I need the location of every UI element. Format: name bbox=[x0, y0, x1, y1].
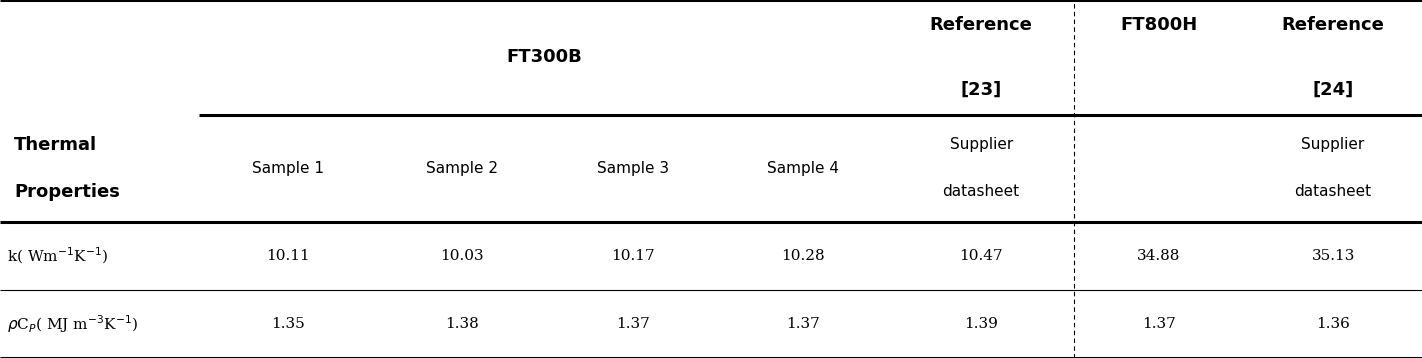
Text: [23]: [23] bbox=[960, 81, 1003, 98]
Text: 10.03: 10.03 bbox=[441, 249, 483, 263]
Text: 10.11: 10.11 bbox=[266, 249, 310, 263]
Text: Supplier: Supplier bbox=[950, 137, 1012, 153]
Text: 10.47: 10.47 bbox=[960, 249, 1003, 263]
Text: 1.37: 1.37 bbox=[1142, 317, 1176, 331]
Text: 10.28: 10.28 bbox=[782, 249, 825, 263]
Text: 1.35: 1.35 bbox=[272, 317, 304, 331]
Text: Sample 3: Sample 3 bbox=[597, 161, 668, 176]
Text: 35.13: 35.13 bbox=[1311, 249, 1355, 263]
Text: 1.37: 1.37 bbox=[616, 317, 650, 331]
Text: datasheet: datasheet bbox=[1294, 184, 1372, 199]
Text: 10.17: 10.17 bbox=[611, 249, 654, 263]
Text: k( Wm$^{-1}$K$^{-1}$): k( Wm$^{-1}$K$^{-1}$) bbox=[7, 246, 108, 266]
Text: Thermal: Thermal bbox=[14, 136, 97, 154]
Text: datasheet: datasheet bbox=[943, 184, 1020, 199]
Text: Supplier: Supplier bbox=[1301, 137, 1365, 153]
Text: Properties: Properties bbox=[14, 183, 119, 200]
Text: Sample 4: Sample 4 bbox=[768, 161, 839, 176]
Text: Reference: Reference bbox=[930, 16, 1032, 34]
Text: FT300B: FT300B bbox=[506, 48, 582, 66]
Text: 1.38: 1.38 bbox=[445, 317, 479, 331]
Text: 1.37: 1.37 bbox=[786, 317, 820, 331]
Text: FT800H: FT800H bbox=[1121, 16, 1197, 34]
Text: Reference: Reference bbox=[1281, 16, 1385, 34]
Text: 1.36: 1.36 bbox=[1317, 317, 1349, 331]
Text: Sample 1: Sample 1 bbox=[252, 161, 324, 176]
Text: Sample 2: Sample 2 bbox=[427, 161, 498, 176]
Text: [24]: [24] bbox=[1313, 81, 1354, 98]
Text: 34.88: 34.88 bbox=[1138, 249, 1180, 263]
Text: $\rho$C$_P$( MJ m$^{-3}$K$^{-1}$): $\rho$C$_P$( MJ m$^{-3}$K$^{-1}$) bbox=[7, 313, 138, 335]
Text: 1.39: 1.39 bbox=[964, 317, 998, 331]
